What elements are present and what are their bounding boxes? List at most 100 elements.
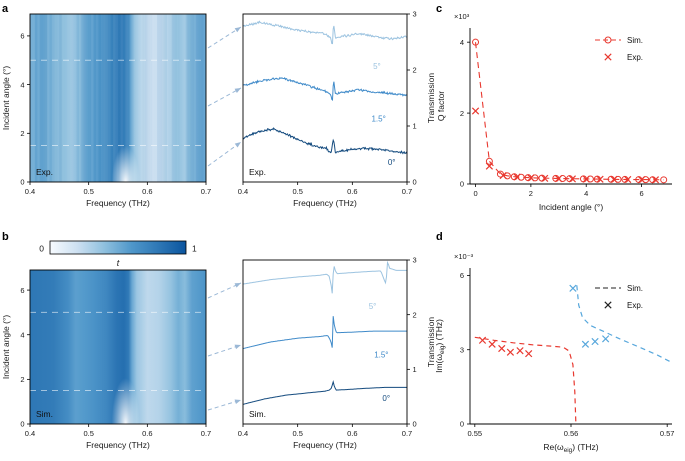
sim-q-marker — [517, 173, 525, 181]
x-marker — [471, 107, 480, 115]
panel-label-d: d — [436, 231, 443, 243]
x-tick-label: 0.7 — [201, 187, 211, 196]
y-tick-label: 0 — [413, 178, 417, 187]
y-axis-title: Im(ωeig) (THz) — [434, 319, 446, 373]
sim-q-marker — [472, 38, 480, 46]
x-marker — [525, 350, 533, 358]
x-axis-title: Frequency (THz) — [293, 440, 357, 450]
y-axis-title: Incident angle (°) — [1, 315, 11, 380]
trace-label: 5° — [373, 62, 381, 71]
x-marker — [651, 176, 660, 184]
x-tick-label: 2 — [529, 189, 533, 198]
sim-spectra-chart: 0° 1.5° 5° 0.4 0.5 0.6 0.70 1 2 3 Frequency (THz) T… — [238, 256, 436, 450]
y-axis-title: Incident angle (°) — [1, 66, 11, 131]
x-marker — [498, 344, 506, 353]
x-axis-title: Frequency (THz) — [86, 198, 150, 208]
sim-q-marker — [496, 170, 504, 178]
x-tick-label: 0.4 — [238, 187, 248, 196]
y-tick-label: 4 — [20, 80, 24, 89]
sim-q-marker — [642, 176, 650, 184]
x-tick-label: 0.55 — [468, 429, 483, 438]
legend-label: Exp. — [627, 53, 643, 62]
x-axis: 0.4 0.5 0.6 0.7 — [25, 424, 211, 438]
x-tick-label: 4 — [584, 189, 588, 198]
y-axis-right: 0 1 2 3 — [407, 10, 417, 187]
trace-0° — [242, 380, 407, 405]
x-axis-title: Re(ωeig) (THz) — [543, 442, 598, 454]
x-marker — [582, 175, 590, 183]
x-tick-label: 0.5 — [292, 187, 302, 196]
q-factor-chart: 0 2 4 6 0 2 4 Incident angle (°) ×10³ Q factor Sim… — [436, 12, 672, 212]
trace-1.5° — [242, 316, 407, 350]
x-axis: 0.4 0.5 0.6 0.7 — [238, 424, 412, 438]
x-tick-label: 0 — [473, 189, 477, 198]
x-marker — [604, 53, 612, 61]
y-tick-label: 4 — [20, 330, 24, 339]
x-tick-label: 0.56 — [564, 429, 579, 438]
exp-spectra-chart: 0° 1.5° 5° 0.4 0.5 0.6 0.70 1 2 3 Frequency (THz) T… — [238, 10, 436, 208]
x-tick-label: 0.6 — [142, 187, 152, 196]
x-tick-label: 0.4 — [25, 429, 35, 438]
plot-box — [242, 13, 408, 183]
colorbar-min-label: 0 — [39, 244, 44, 254]
x-tick-label: 6 — [639, 189, 643, 198]
dataset-annotation: Exp. — [36, 167, 53, 177]
legend: Sim. Exp. — [595, 36, 643, 62]
y-tick-label: 3 — [413, 256, 417, 265]
dataset-annotation: Exp. — [249, 167, 266, 177]
cut-arrow-head — [234, 142, 241, 148]
x-tick-label: 0.7 — [402, 429, 412, 438]
cut-arrow — [207, 282, 242, 299]
trace-5° — [242, 20, 408, 45]
cut-arrow — [207, 141, 242, 167]
x-marker — [596, 175, 604, 183]
sim-red-line — [474, 336, 577, 422]
x-tick-label: 0.5 — [83, 429, 93, 438]
trace-label: 5° — [369, 302, 377, 311]
y-tick-label: 0 — [413, 420, 417, 429]
x-marker — [568, 175, 577, 183]
cut-arrow-head — [234, 283, 241, 288]
sim-q-marker — [586, 175, 594, 183]
plot-box — [29, 13, 207, 183]
y-tick-label: 0 — [460, 180, 464, 189]
x-marker — [637, 176, 646, 184]
legend-circle-marker — [604, 36, 612, 44]
y-axis: 0 2 4 6 — [20, 286, 30, 429]
x-tick-label: 0.57 — [660, 429, 675, 438]
y-tick-label: 0 — [460, 420, 464, 429]
legend: Sim. Exp. — [595, 284, 643, 310]
y-tick-label: 6 — [20, 286, 24, 295]
x-marker — [513, 173, 521, 181]
y-tick-label: 1 — [413, 365, 417, 374]
dataset-annotation: Sim. — [36, 409, 53, 419]
x-tick-label: 0.6 — [347, 429, 357, 438]
x-marker — [527, 174, 535, 182]
x-marker — [591, 337, 599, 346]
trace-label: 0° — [388, 158, 396, 167]
x-tick-label: 0.6 — [347, 187, 357, 196]
x-marker — [624, 175, 632, 184]
x-marker — [602, 335, 610, 343]
bic-bright-spot — [111, 378, 140, 461]
cut-arrow-head — [234, 88, 241, 93]
exp-heatmap-chart: 0.4 0.5 0.6 0.7 0 2 4 6 Frequency (THz) Incident … — [1, 13, 211, 218]
measurement-noise — [30, 14, 204, 182]
y-axis-right: 0 1 2 3 — [407, 256, 417, 429]
y-tick-label: 0 — [20, 178, 24, 187]
cut-arrow — [207, 87, 242, 107]
x-marker — [516, 347, 524, 355]
legend-label: Sim. — [627, 284, 643, 293]
y-tick-label: 2 — [20, 129, 24, 138]
y-tick-label: 3 — [460, 345, 464, 354]
x-axis-title: Frequency (THz) — [86, 440, 150, 450]
y-tick-label: 6 — [20, 32, 24, 41]
legend-label: Exp. — [627, 301, 643, 310]
trace-1.5° — [243, 76, 408, 101]
y-tick-label: 2 — [413, 310, 417, 319]
x-axis-title: Incident angle (°) — [539, 202, 604, 212]
y-axis: 0 2 4 — [460, 38, 470, 189]
x-marker — [610, 175, 618, 184]
panel-label-b: b — [2, 231, 9, 243]
